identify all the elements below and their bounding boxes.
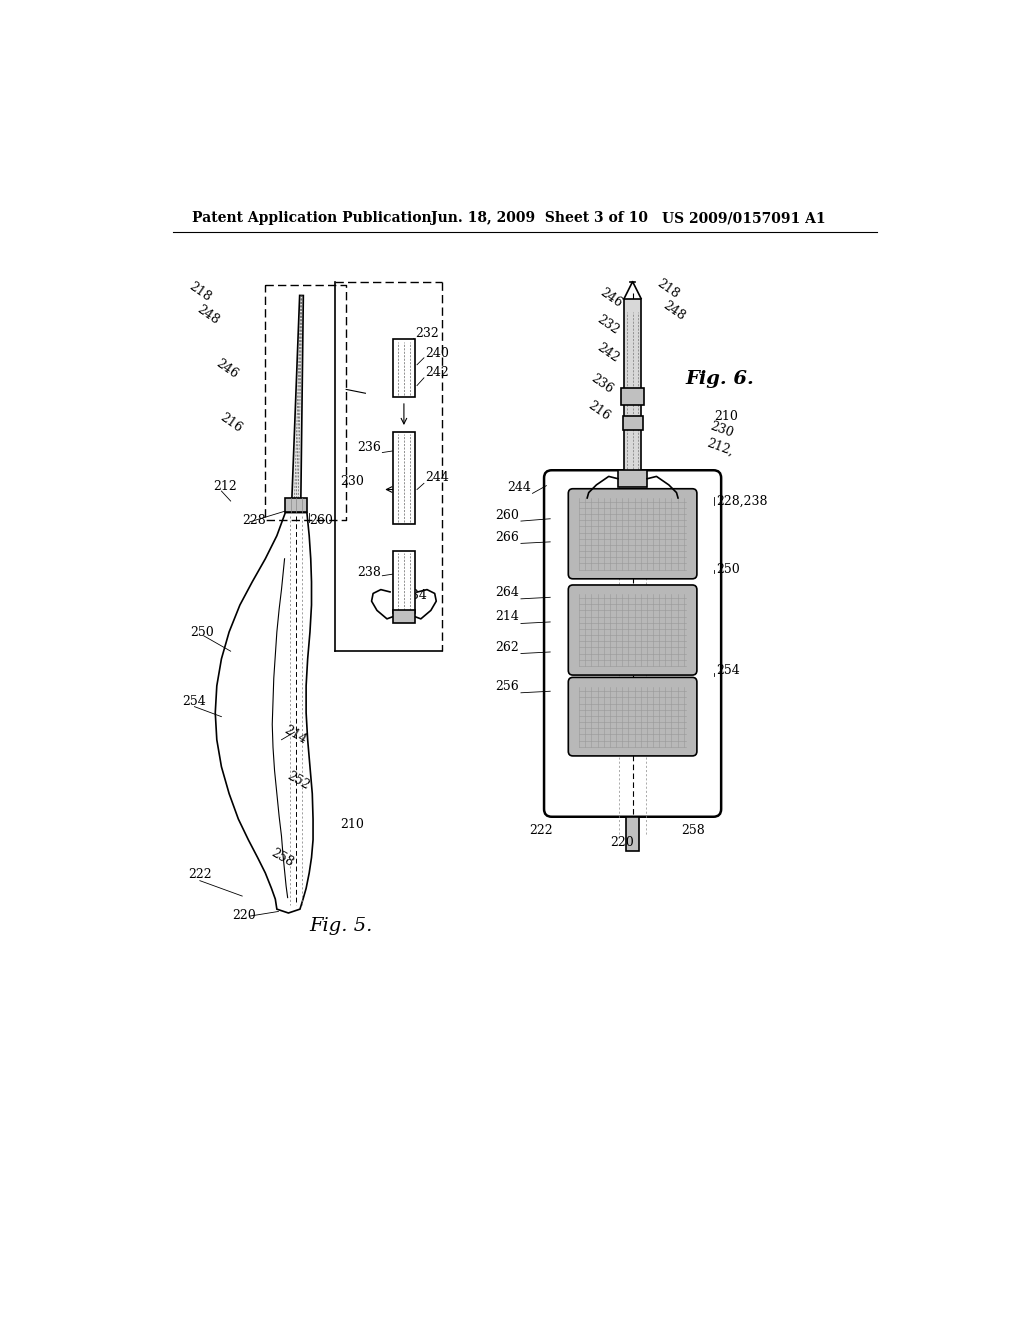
Text: Fig. 6.: Fig. 6. <box>685 370 754 388</box>
FancyBboxPatch shape <box>568 585 697 675</box>
Text: 222: 222 <box>188 869 212 882</box>
Text: 262: 262 <box>496 642 519 655</box>
Text: 216: 216 <box>586 399 612 424</box>
Text: 238: 238 <box>357 566 381 579</box>
Text: 236: 236 <box>357 441 381 454</box>
Text: 232: 232 <box>594 313 621 337</box>
Text: 246: 246 <box>598 285 625 310</box>
Text: 218: 218 <box>654 277 681 301</box>
Text: 220: 220 <box>232 909 256 923</box>
Text: 248: 248 <box>195 302 221 327</box>
Polygon shape <box>292 296 303 510</box>
Text: 230: 230 <box>708 420 735 440</box>
Text: 242: 242 <box>425 366 450 379</box>
Text: 258: 258 <box>681 825 705 837</box>
FancyBboxPatch shape <box>544 470 721 817</box>
Text: 214: 214 <box>496 610 519 623</box>
Text: 234: 234 <box>403 589 427 602</box>
FancyBboxPatch shape <box>568 488 697 579</box>
Text: 248: 248 <box>660 298 687 323</box>
Text: 256: 256 <box>496 680 519 693</box>
Text: 230: 230 <box>340 475 364 488</box>
Bar <box>286 498 307 512</box>
Bar <box>627 817 639 851</box>
Bar <box>621 388 644 405</box>
Bar <box>625 298 641 478</box>
Text: 240: 240 <box>425 347 450 360</box>
Text: Fig. 5.: Fig. 5. <box>309 916 373 935</box>
FancyBboxPatch shape <box>568 677 697 756</box>
Text: 228: 228 <box>243 515 266 527</box>
Bar <box>393 552 415 612</box>
Text: 210: 210 <box>340 818 364 832</box>
Bar <box>393 339 415 397</box>
Text: US 2009/0157091 A1: US 2009/0157091 A1 <box>662 211 825 226</box>
Text: 244: 244 <box>507 480 531 494</box>
Text: 228,238: 228,238 <box>716 495 767 508</box>
Bar <box>617 470 647 487</box>
Text: 244: 244 <box>425 471 450 484</box>
Text: 212,: 212, <box>705 436 735 458</box>
Text: 266: 266 <box>496 531 519 544</box>
Text: 260: 260 <box>309 515 333 527</box>
Text: 212: 212 <box>213 479 237 492</box>
Text: 232: 232 <box>416 327 439 341</box>
Polygon shape <box>215 512 313 913</box>
Text: 214: 214 <box>282 723 308 747</box>
Text: 242: 242 <box>595 341 622 366</box>
Text: 218: 218 <box>186 280 213 304</box>
Text: 264: 264 <box>496 586 519 599</box>
Text: 258: 258 <box>269 846 296 870</box>
Text: 252: 252 <box>285 770 311 793</box>
Text: 216: 216 <box>217 411 244 434</box>
Text: Patent Application Publication: Patent Application Publication <box>193 211 432 226</box>
Text: 250: 250 <box>716 562 739 576</box>
Text: 250: 250 <box>190 626 214 639</box>
Text: 236: 236 <box>589 372 615 396</box>
Bar <box>393 432 415 524</box>
Bar <box>393 610 415 623</box>
Text: Jun. 18, 2009  Sheet 3 of 10: Jun. 18, 2009 Sheet 3 of 10 <box>431 211 648 226</box>
Text: 254: 254 <box>182 696 206 708</box>
Text: 222: 222 <box>528 825 553 837</box>
Text: 246: 246 <box>213 356 241 381</box>
Text: 210: 210 <box>714 411 738 424</box>
Text: 220: 220 <box>610 836 634 849</box>
Text: 254: 254 <box>716 664 739 677</box>
Text: 260: 260 <box>496 508 519 521</box>
Bar <box>623 416 643 430</box>
